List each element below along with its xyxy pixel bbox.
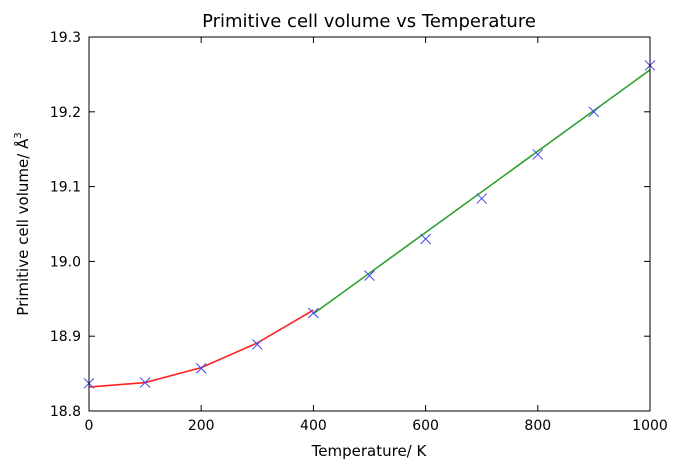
y-tick-label: 19.2 — [50, 105, 81, 121]
x-tick-label: 400 — [300, 418, 327, 434]
y-tick-label: 19.0 — [50, 254, 81, 270]
x-tick-label: 1000 — [632, 418, 668, 434]
y-tick-label: 18.9 — [50, 329, 81, 345]
y-tick-label: 18.8 — [50, 404, 81, 420]
plot-area-frame — [88, 36, 651, 412]
data-point-marker — [364, 270, 375, 281]
y-tick-label: 19.1 — [50, 180, 81, 196]
y-tick-label: 19.3 — [50, 30, 81, 46]
data-point-marker — [195, 363, 207, 374]
data-point-marker — [588, 106, 600, 118]
series-layer — [83, 60, 656, 389]
x-tick-label: 600 — [412, 418, 439, 434]
data-point-marker — [308, 307, 319, 319]
series-line-high-temperature-fit — [312, 69, 651, 315]
data-point-marker — [251, 339, 263, 350]
x-tick-label: 800 — [524, 418, 551, 434]
x-tick-label: 0 — [85, 418, 94, 434]
chart-title: Primitive cell volume vs Temperature — [202, 11, 536, 32]
series-line-low-temperature-fit — [88, 309, 314, 388]
data-point-marker — [139, 377, 151, 388]
y-axis-title: Primitive cell volume/ Å3 — [13, 132, 32, 315]
y-axis-title-text: Primitive cell volume/ Å — [13, 138, 32, 316]
axis-ticks: 0 200 400 600 800 1000 18.8 18.9 19.0 19.1 19.2 19.… — [50, 30, 668, 434]
data-point-marker — [476, 193, 488, 204]
y-axis-title-superscript: 3 — [13, 132, 24, 138]
data-point-marker — [420, 233, 431, 245]
x-tick-label: 200 — [188, 418, 215, 434]
data-point-marker — [532, 149, 544, 160]
x-axis-title: Temperature/ K — [311, 442, 428, 460]
